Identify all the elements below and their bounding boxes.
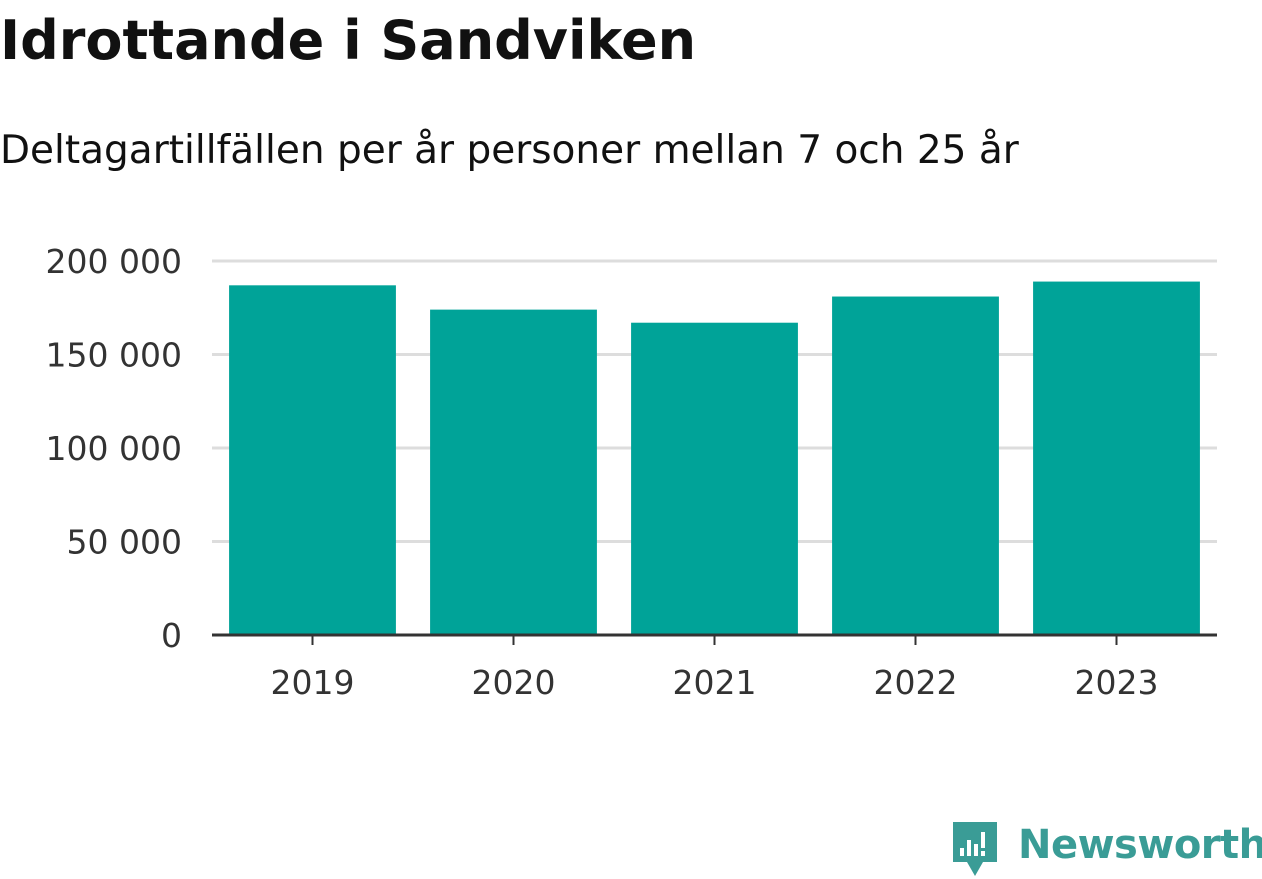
- chart-title: Idrottande i Sandviken: [0, 9, 697, 72]
- bar-chart: 0 50 000 100 000 150 000 200 000 2019 2020 2021…: [46, 242, 1217, 702]
- x-tick-label: 2019: [271, 663, 355, 702]
- bar: [229, 285, 396, 635]
- bar: [631, 322, 798, 635]
- newsworthy-logo-icon: [953, 822, 997, 876]
- bar: [832, 296, 999, 635]
- y-tick-label: 150 000: [46, 336, 182, 375]
- brand-logo: Newsworthy: [950, 818, 1262, 878]
- bar: [1033, 281, 1200, 635]
- chart-subtitle: Deltagartillfällen per år personer mella…: [0, 128, 1019, 173]
- x-tick-label: 2022: [874, 663, 958, 702]
- y-tick-label: 100 000: [46, 429, 182, 468]
- y-tick-label: 50 000: [67, 523, 182, 562]
- x-tick-label: 2023: [1075, 663, 1159, 702]
- bar: [430, 309, 597, 635]
- x-tick-label: 2020: [472, 663, 556, 702]
- brand-name: Newsworthy: [1018, 822, 1262, 868]
- y-tick-label: 200 000: [46, 242, 182, 281]
- x-tick-label: 2021: [673, 663, 757, 702]
- y-tick-label: 0: [161, 616, 182, 655]
